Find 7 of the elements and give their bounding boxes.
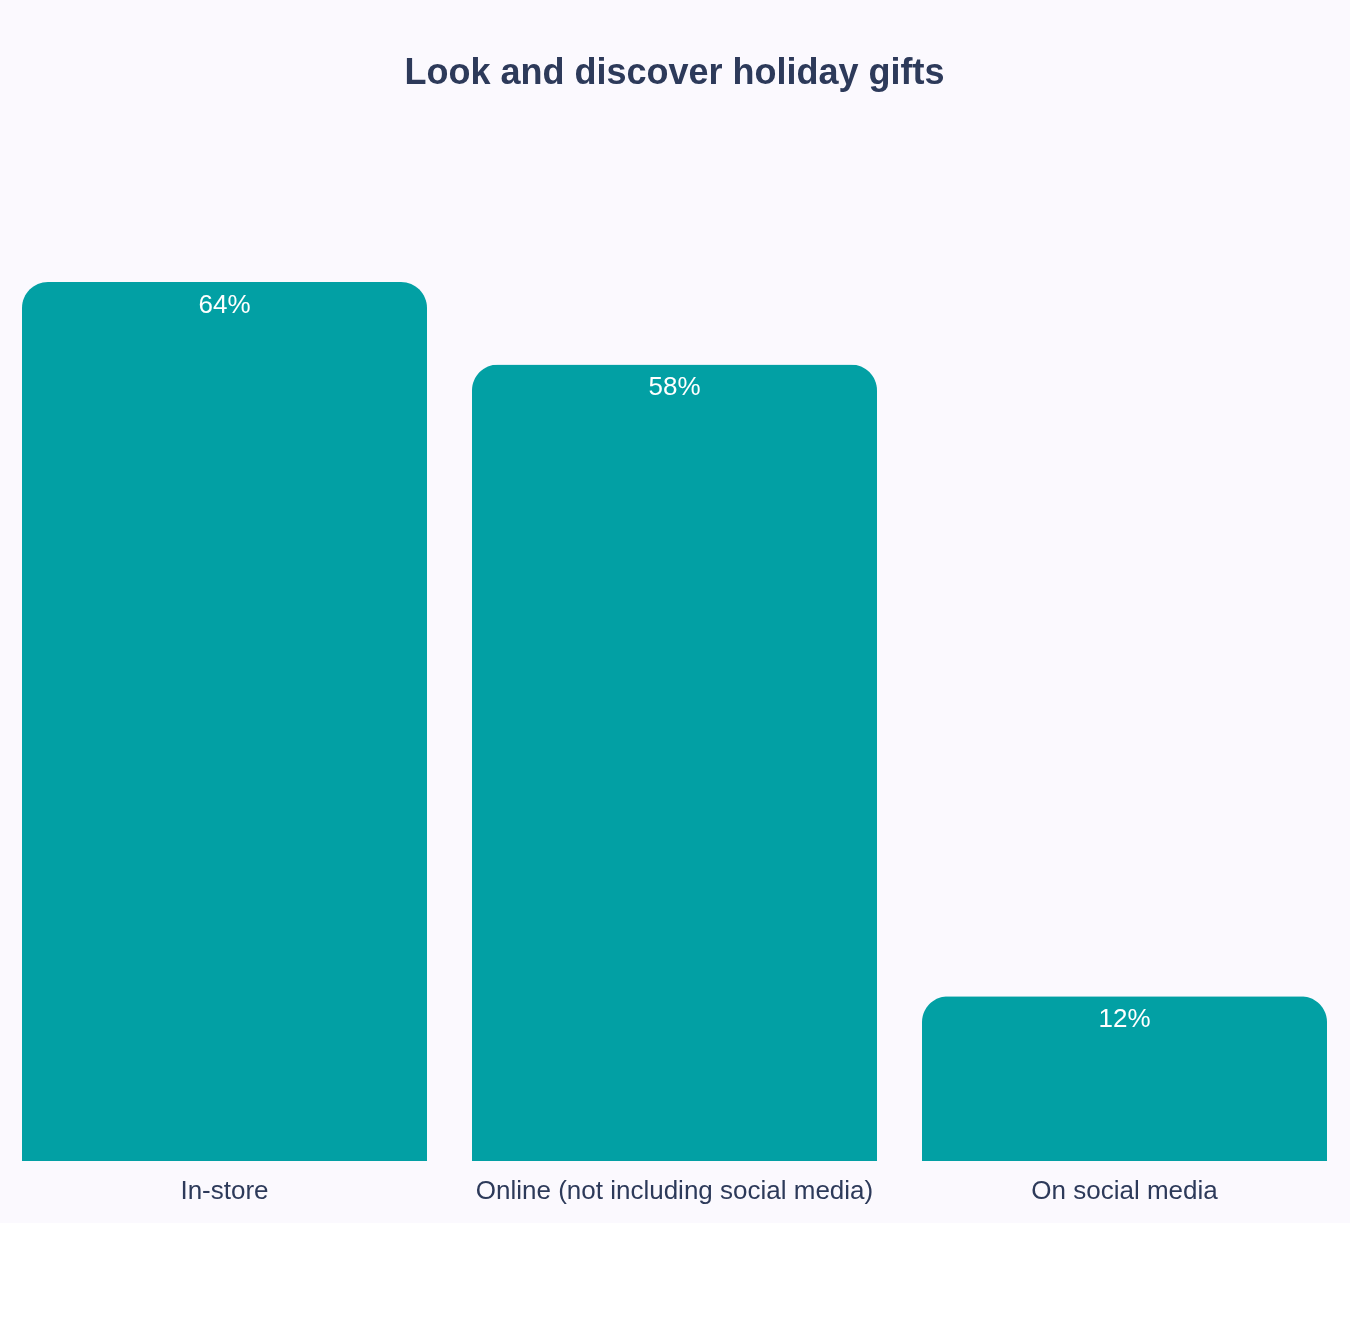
x-tick-label: On social media bbox=[1031, 1174, 1219, 1205]
data-label: 12% bbox=[1098, 1003, 1151, 1034]
data-label: 58% bbox=[648, 371, 701, 402]
x-tick-label: In-store bbox=[180, 1174, 269, 1205]
x-tick-label: Online (not including social media) bbox=[475, 1174, 874, 1205]
data-label: 64% bbox=[198, 289, 251, 319]
chart-title: Look and discover holiday gifts bbox=[404, 51, 945, 92]
